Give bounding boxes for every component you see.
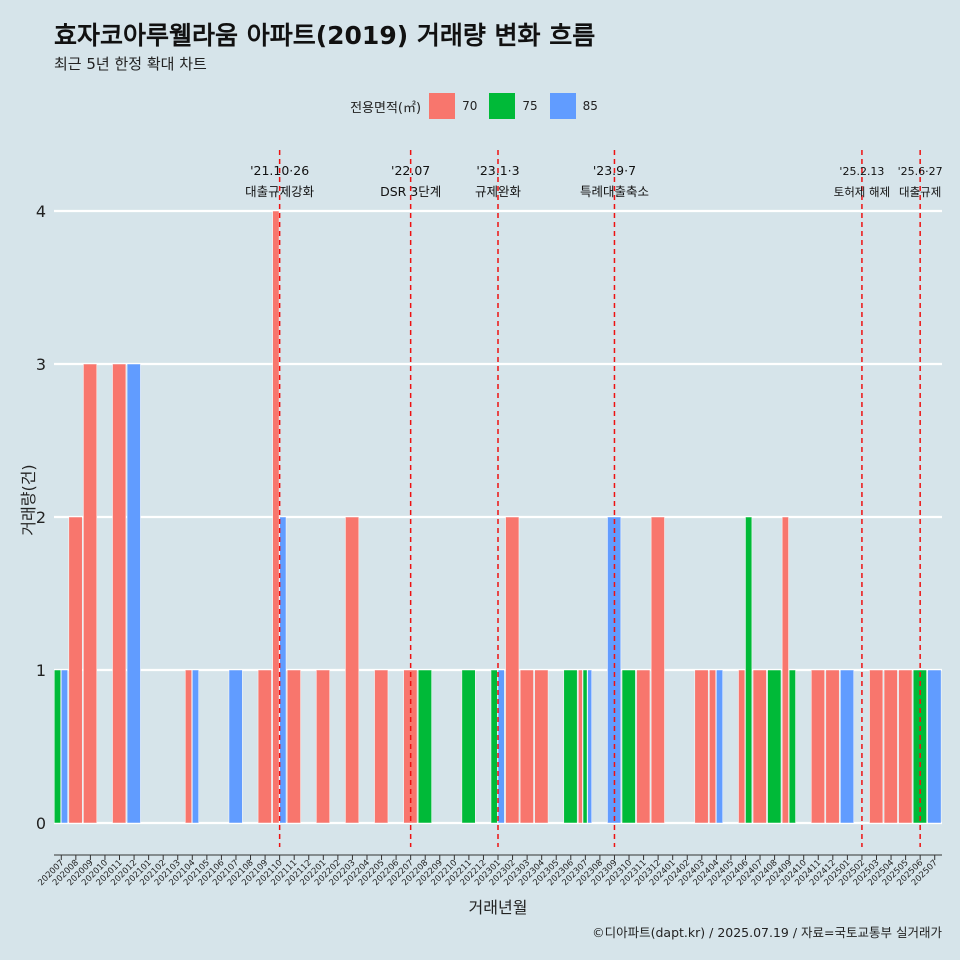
bar-70-202104 xyxy=(185,669,192,824)
bar-70-202008 xyxy=(68,516,83,824)
chart-subtitle: 최근 5년 한정 확대 차트 xyxy=(54,55,207,73)
event-date-202110: '21.10·26 xyxy=(250,163,309,178)
bar-70-202302 xyxy=(505,516,520,824)
bar-70-202312 xyxy=(650,516,665,824)
bar-70-202403 xyxy=(694,669,709,824)
legend-item-70: 70 xyxy=(429,93,477,119)
bar-85-202507 xyxy=(927,669,942,824)
bar-70-202303 xyxy=(519,669,534,824)
x-axis: 2020072020082020092020102020112020122021… xyxy=(36,854,942,888)
event-date-202301: '23.1·3 xyxy=(476,163,519,178)
bar-75-202408 xyxy=(767,669,782,824)
bar-70-202304 xyxy=(534,669,549,824)
bar-70-202109 xyxy=(257,669,272,824)
event-label-202207: DSR 3단계 xyxy=(380,184,441,199)
bar-70-202406 xyxy=(738,669,746,824)
event-label-202301: 규제완화 xyxy=(475,184,522,199)
event-date-202502: '25.2.13 xyxy=(839,165,884,178)
bar-70-202203 xyxy=(345,516,360,824)
bar-70-202407 xyxy=(752,669,767,824)
bar-85-202012 xyxy=(126,363,141,824)
bar-85-202404 xyxy=(716,669,723,824)
event-date-202506: '25.6·27 xyxy=(898,165,943,178)
event-label-202506: 대출규제 xyxy=(899,185,941,199)
y-tick-label-1: 1 xyxy=(36,661,46,680)
bars xyxy=(54,210,942,824)
bar-75-202007 xyxy=(54,669,61,824)
y-tick-label-0: 0 xyxy=(36,814,46,833)
y-tick-label-4: 4 xyxy=(36,202,46,221)
event-date-202207: '22.07 xyxy=(391,163,430,178)
bar-70-202009 xyxy=(83,363,98,824)
bar-85-202104 xyxy=(192,669,199,824)
bar-75-202306 xyxy=(563,669,578,824)
bar-70-202110 xyxy=(272,210,280,824)
caption: ©디아파트(dapt.kr) / 2025.07.19 / 자료=국토교통부 실… xyxy=(592,925,942,940)
bar-70-202505 xyxy=(898,669,913,824)
bar-85-202307 xyxy=(587,669,592,824)
bar-70-202111 xyxy=(286,669,301,824)
legend-swatch-75 xyxy=(489,93,516,119)
bar-75-202409 xyxy=(788,669,796,824)
bar-85-202107 xyxy=(228,669,243,824)
y-axis-title: 거래량(건) xyxy=(19,464,38,535)
bar-75-202310 xyxy=(621,669,636,824)
bar-75-202208 xyxy=(417,669,432,824)
bar-70-202307 xyxy=(578,669,583,824)
event-label-202309: 특례대출축소 xyxy=(580,184,649,199)
bar-70-202011 xyxy=(112,363,127,824)
bar-70-202409 xyxy=(781,516,789,824)
bar-70-202504 xyxy=(883,669,898,824)
bar-70-202404 xyxy=(709,669,717,824)
bar-85-202309 xyxy=(607,516,622,824)
bar-70-202205 xyxy=(374,669,389,824)
chart-title: 효자코아루웰라움 아파트(2019) 거래량 변화 흐름 xyxy=(54,21,596,50)
bar-70-202411 xyxy=(811,669,825,824)
bar-85-202501 xyxy=(840,669,855,824)
bar-70-202201 xyxy=(316,669,330,824)
event-date-202309: '23.9·7 xyxy=(593,163,636,178)
bar-85-202110 xyxy=(279,516,287,824)
legend-swatch-70 xyxy=(429,93,456,119)
legend: 전용면적(㎡) 70 75 85 xyxy=(0,93,960,119)
event-annotations: '21.10·26 대출규제강화 '22.07 DSR 3단계 '23.1·3 규제완화 '… xyxy=(245,163,943,199)
event-label-202110: 대출규제강화 xyxy=(245,184,315,199)
bar-85-202007 xyxy=(61,669,68,824)
event-lines xyxy=(278,150,921,847)
bar-75-202307 xyxy=(582,669,588,824)
legend-swatch-85 xyxy=(549,93,576,119)
x-axis-title: 거래년월 xyxy=(469,898,528,917)
legend-title: 전용면적(㎡) xyxy=(350,100,422,116)
bar-75-202406 xyxy=(745,516,753,824)
legend-label-85: 85 xyxy=(582,99,598,113)
bar-70-202412 xyxy=(825,669,840,824)
y-tick-label-2: 2 xyxy=(36,508,46,527)
bar-70-202503 xyxy=(869,669,884,824)
y-tick-label-3: 3 xyxy=(36,355,46,374)
legend-label-75: 75 xyxy=(522,99,538,113)
bar-70-202311 xyxy=(636,669,651,824)
legend-item-85: 85 xyxy=(549,93,598,119)
bar-75-202301 xyxy=(490,669,498,824)
event-label-202502: 토허제 해제 xyxy=(834,185,891,199)
bar-85-202301 xyxy=(497,669,505,824)
bar-75-202211 xyxy=(461,669,476,824)
legend-item-75: 75 xyxy=(489,93,538,119)
legend-label-70: 70 xyxy=(462,99,478,113)
y-axis: 0 1 2 3 4 xyxy=(36,202,46,833)
